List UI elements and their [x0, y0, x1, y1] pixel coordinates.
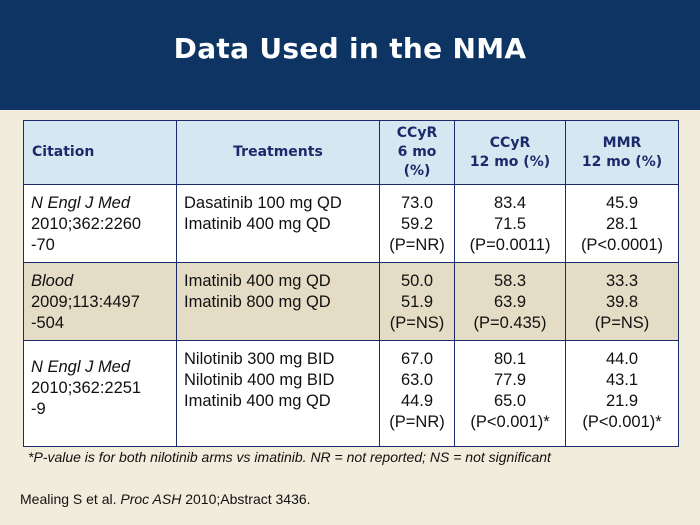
p-value: (P=NS) [594, 314, 650, 332]
header-line: Treatments [233, 144, 323, 160]
title-banner: Data Used in the NMA [0, 0, 700, 110]
mmr-12mo-cell: 45.9 28.1 (P<0.0001) [565, 184, 679, 263]
value-line: 45.9 [605, 194, 639, 212]
header-citation: Citation [23, 120, 177, 185]
citation-cell: N Engl J Med 2010;362:2260 -70 [23, 184, 177, 263]
table-header-row: Citation Treatments CCyR 6 mo (%) CCyR 1… [23, 120, 679, 185]
treatment-line: Imatinib 800 mg QD [184, 293, 331, 311]
value-line: 33.3 [605, 272, 639, 290]
ccyr-6mo-cell: 50.0 51.9 (P=NS) [379, 262, 455, 341]
value-line: 80.1 [493, 350, 527, 368]
citation-line: 2009;113:4497 [31, 293, 140, 311]
table-row: N Engl J Med 2010;362:2251 -9 Nilotinib … [23, 340, 679, 447]
header-ccyr-12mo: CCyR 12 mo (%) [454, 120, 566, 185]
footnote: *P-value is for both nilotinib arms vs i… [28, 449, 551, 465]
header-line: MMR [602, 134, 642, 151]
value-line: 58.3 [493, 272, 527, 290]
citation-cell: N Engl J Med 2010;362:2251 -9 [23, 340, 177, 447]
treatment-line: Imatinib 400 mg QD [184, 215, 331, 233]
value-line: 77.9 [493, 371, 527, 389]
reference-journal: Proc ASH [120, 491, 182, 507]
journal-name: N Engl J Med [31, 194, 131, 212]
header-line: CCyR [489, 134, 531, 151]
treatment-line: Nilotinib 300 mg BID [184, 350, 335, 368]
value-line: 73.0 [400, 194, 434, 212]
value-line: 51.9 [400, 293, 434, 311]
treatment-line: Imatinib 400 mg QD [184, 272, 331, 290]
reference: Mealing S et al. Proc ASH 2010;Abstract … [20, 491, 311, 507]
reference-authors: Mealing S et al. [20, 491, 121, 507]
treatments-cell: Dasatinib 100 mg QD Imatinib 400 mg QD [176, 184, 380, 263]
treatments-cell: Imatinib 400 mg QD Imatinib 800 mg QD [176, 262, 380, 341]
value-line: 63.0 [400, 371, 434, 389]
treatment-line: Nilotinib 400 mg BID [184, 371, 335, 389]
value-line: 50.0 [400, 272, 434, 290]
treatment-line: Dasatinib 100 mg QD [184, 194, 342, 212]
header-line: 12 mo (%) [581, 153, 663, 170]
header-line: 6 mo [397, 144, 437, 160]
value-line: 67.0 [400, 350, 434, 368]
p-value: (P=NS) [389, 314, 445, 332]
p-value: (P=0.435) [473, 314, 547, 332]
treatments-cell: Nilotinib 300 mg BID Nilotinib 400 mg BI… [176, 340, 380, 447]
header-treatments: Treatments [176, 120, 380, 185]
ccyr-12mo-cell: 83.4 71.5 (P=0.0011) [454, 184, 566, 263]
mmr-12mo-cell: 33.3 39.8 (P=NS) [565, 262, 679, 341]
value-line: 44.9 [400, 392, 434, 410]
nma-data-table: Citation Treatments CCyR 6 mo (%) CCyR 1… [23, 120, 679, 447]
ccyr-6mo-cell: 67.0 63.0 44.9 (P=NR) [379, 340, 455, 447]
mmr-12mo-cell: 44.0 43.1 21.9 (P<0.001)* [565, 340, 679, 447]
p-value: (P=NR) [389, 413, 445, 431]
value-line: 83.4 [493, 194, 527, 212]
value-line: 63.9 [493, 293, 527, 311]
citation-line: -9 [31, 400, 46, 418]
value-line: 28.1 [605, 215, 639, 233]
value-line: 44.0 [605, 350, 639, 368]
table-row: N Engl J Med 2010;362:2260 -70 Dasatinib… [23, 184, 679, 263]
header-mmr-12mo: MMR 12 mo (%) [565, 120, 679, 185]
p-value: (P=NR) [389, 236, 445, 254]
p-value: (P<0.0001) [580, 236, 664, 254]
value-line: 43.1 [605, 371, 639, 389]
citation-line: -70 [31, 236, 55, 254]
value-line: 39.8 [605, 293, 639, 311]
ccyr-12mo-cell: 58.3 63.9 (P=0.435) [454, 262, 566, 341]
ccyr-12mo-cell: 80.1 77.9 65.0 (P<0.001)* [454, 340, 566, 447]
journal-name: Blood [31, 272, 74, 290]
journal-name: N Engl J Med [31, 358, 131, 376]
p-value: (P=0.0011) [469, 236, 551, 254]
header-ccyr-6mo: CCyR 6 mo (%) [379, 120, 455, 185]
p-value: (P<0.001)* [582, 413, 662, 431]
header-line: 12 mo (%) [469, 153, 551, 170]
table-row: Blood 2009;113:4497 -504 Imatinib 400 mg… [23, 262, 679, 341]
citation-line: 2010;362:2260 [31, 215, 142, 233]
value-line: 65.0 [493, 392, 527, 410]
header-line: (%) [403, 163, 431, 179]
citation-line: -504 [31, 314, 65, 332]
slide-title: Data Used in the NMA [173, 32, 527, 65]
value-line: 71.5 [493, 215, 527, 233]
header-line: CCyR [396, 125, 438, 141]
citation-line: 2010;362:2251 [31, 379, 142, 397]
reference-details: 2010;Abstract 3436. [181, 491, 311, 507]
p-value: (P<0.001)* [470, 413, 550, 431]
header-line: Citation [32, 144, 95, 160]
citation-cell: Blood 2009;113:4497 -504 [23, 262, 177, 341]
value-line: 59.2 [400, 215, 434, 233]
value-line: 21.9 [605, 392, 639, 410]
treatment-line: Imatinib 400 mg QD [184, 392, 331, 410]
ccyr-6mo-cell: 73.0 59.2 (P=NR) [379, 184, 455, 263]
